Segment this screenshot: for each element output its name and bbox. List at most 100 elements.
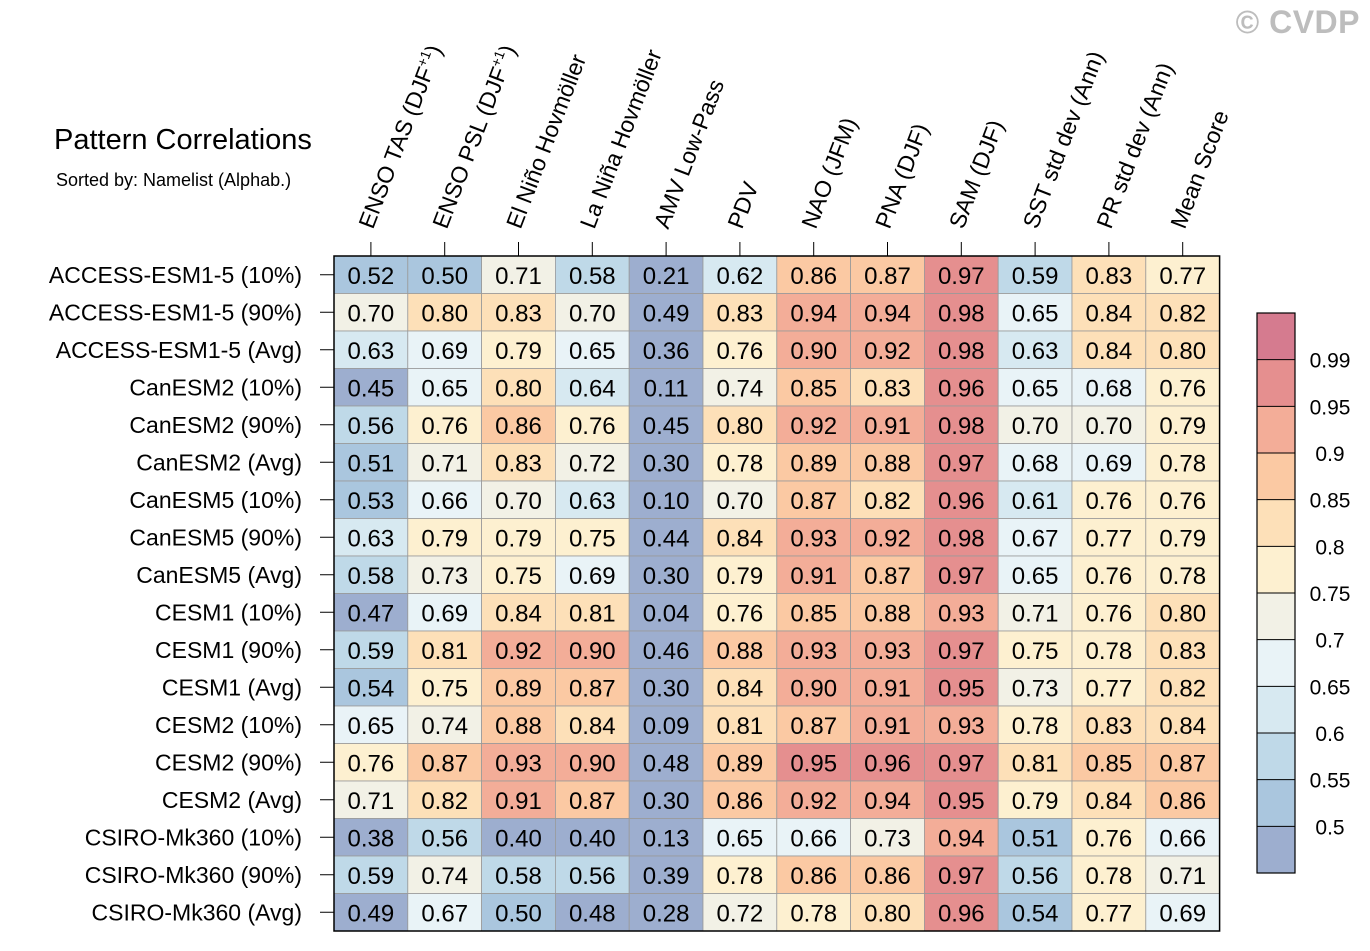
cell-value-label: 0.56 [348,413,395,440]
heatmap-cell [997,630,1073,669]
cell-value-label: 0.75 [421,675,468,702]
heatmap-cell [1145,855,1221,894]
cell-value-label: 0.83 [1159,638,1206,665]
heatmap-cell [702,330,778,369]
heatmap-cell [1071,893,1147,932]
cell-value-label: 0.83 [1086,713,1133,740]
column-label: PR std dev (Ann) [1091,59,1178,232]
heatmap-cell [1071,855,1147,894]
cell-value-label: 0.77 [1086,900,1133,927]
heatmap-cell [1145,630,1221,669]
cell-value-label: 0.11 [644,375,689,402]
heatmap-cell [776,705,851,744]
cell-value-label: 0.79 [1159,413,1206,440]
cell-value-label: 0.82 [864,488,911,515]
cell-value-label: 0.78 [717,863,764,890]
colorbar-swatch [1257,779,1295,827]
heatmap-cell [1145,668,1221,707]
cell-value-label: 0.89 [717,750,764,777]
heatmap-cell [997,518,1073,557]
cell-value-label: 0.65 [1012,563,1059,590]
cell-value-label: 0.87 [864,263,911,290]
heatmap-cell [407,480,482,519]
cell-value-label: 0.13 [643,825,690,852]
heatmap-cell [555,518,630,557]
cell-value-label: 0.88 [495,713,542,740]
colorbar-swatch [1257,639,1295,687]
column-label: ENSO PSL (DJF+1) [426,41,521,232]
cell-value-label: 0.77 [1086,525,1133,552]
cell-value-label: 0.87 [1159,750,1206,777]
heatmap-cell [333,855,409,894]
cell-value-label: 0.95 [938,675,985,702]
row-label: ACCESS-ESM1-5 (10%) [49,262,302,288]
heatmap-cell [555,893,630,932]
heatmap-cell [333,743,409,782]
row-label: CESM2 (90%) [155,749,302,775]
cell-value-label: 0.78 [1086,863,1133,890]
cell-value-label: 0.69 [1159,900,1206,927]
cell-value-label: 0.09 [643,713,690,740]
cell-value-label: 0.97 [938,450,985,477]
heatmap-cell [997,555,1073,594]
cell-value-label: 0.91 [790,563,837,590]
heatmap-cell [333,668,409,707]
cell-value-label: 0.65 [717,825,764,852]
heatmap-cell [481,668,556,707]
heatmap-cell [997,330,1073,369]
cell-value-label: 0.54 [348,675,395,702]
heatmap-cell [481,705,556,744]
heatmap-cell [407,668,482,707]
cell-value-label: 0.30 [643,675,690,702]
cell-value-label: 0.96 [864,750,911,777]
cell-value-label: 0.94 [790,300,837,327]
cell-value-label: 0.94 [864,788,911,815]
cell-value-label: 0.84 [717,675,764,702]
cell-value-label: 0.70 [1012,413,1059,440]
heatmap-cell [407,743,482,782]
heatmap-cell [333,368,409,407]
row-label: CanESM5 (90%) [129,524,302,550]
cell-value-label: 0.04 [643,600,690,627]
watermark: © CVDP [1235,4,1360,40]
cell-value-label: 0.70 [717,488,764,515]
colorbar-swatch [1257,453,1295,500]
heatmap-cell [628,855,704,894]
cell-value-label: 0.47 [348,600,395,627]
heatmap-cell [628,293,704,332]
cell-value-label: 0.76 [1159,488,1206,515]
heatmap-cell [776,893,851,932]
heatmap-cell [924,705,999,744]
heatmap-cell [776,293,851,332]
colorbar-border [1256,312,1296,874]
cell-value-label: 0.70 [348,300,395,327]
colorbar-tick-label: 0.6 [1315,723,1344,746]
column-label: ENSO TAS (DJF+1) [352,41,447,232]
cell-value-label: 0.65 [1012,375,1059,402]
heatmap-cell [481,593,556,632]
heatmap-cell [1145,480,1221,519]
column-label: Mean Score [1165,107,1234,232]
cell-value-label: 0.90 [569,750,616,777]
heatmap-cell [776,780,851,819]
cell-value-label: 0.36 [643,338,690,365]
heatmap-cell [1145,743,1221,782]
heatmap-cell [850,630,925,669]
cell-value-label: 0.94 [938,825,985,852]
heatmap-cell [1071,705,1147,744]
heatmap-cell [555,593,630,632]
cell-value-label: 0.81 [1012,750,1059,777]
cell-value-label: 0.75 [495,563,542,590]
cell-value-label: 0.45 [348,375,395,402]
cell-value-label: 0.45 [643,413,690,440]
cell-value-label: 0.74 [717,375,764,402]
cell-value-label: 0.72 [569,450,616,477]
colorbar-swatch [1257,406,1295,453]
chart-title: Pattern Correlations [54,124,312,156]
cell-value-label: 0.39 [643,863,690,890]
cell-value-label: 0.84 [1086,338,1133,365]
heatmap-cell [924,630,999,669]
heatmap-cell [407,818,482,857]
row-label: CanESM2 (Avg) [136,449,302,475]
